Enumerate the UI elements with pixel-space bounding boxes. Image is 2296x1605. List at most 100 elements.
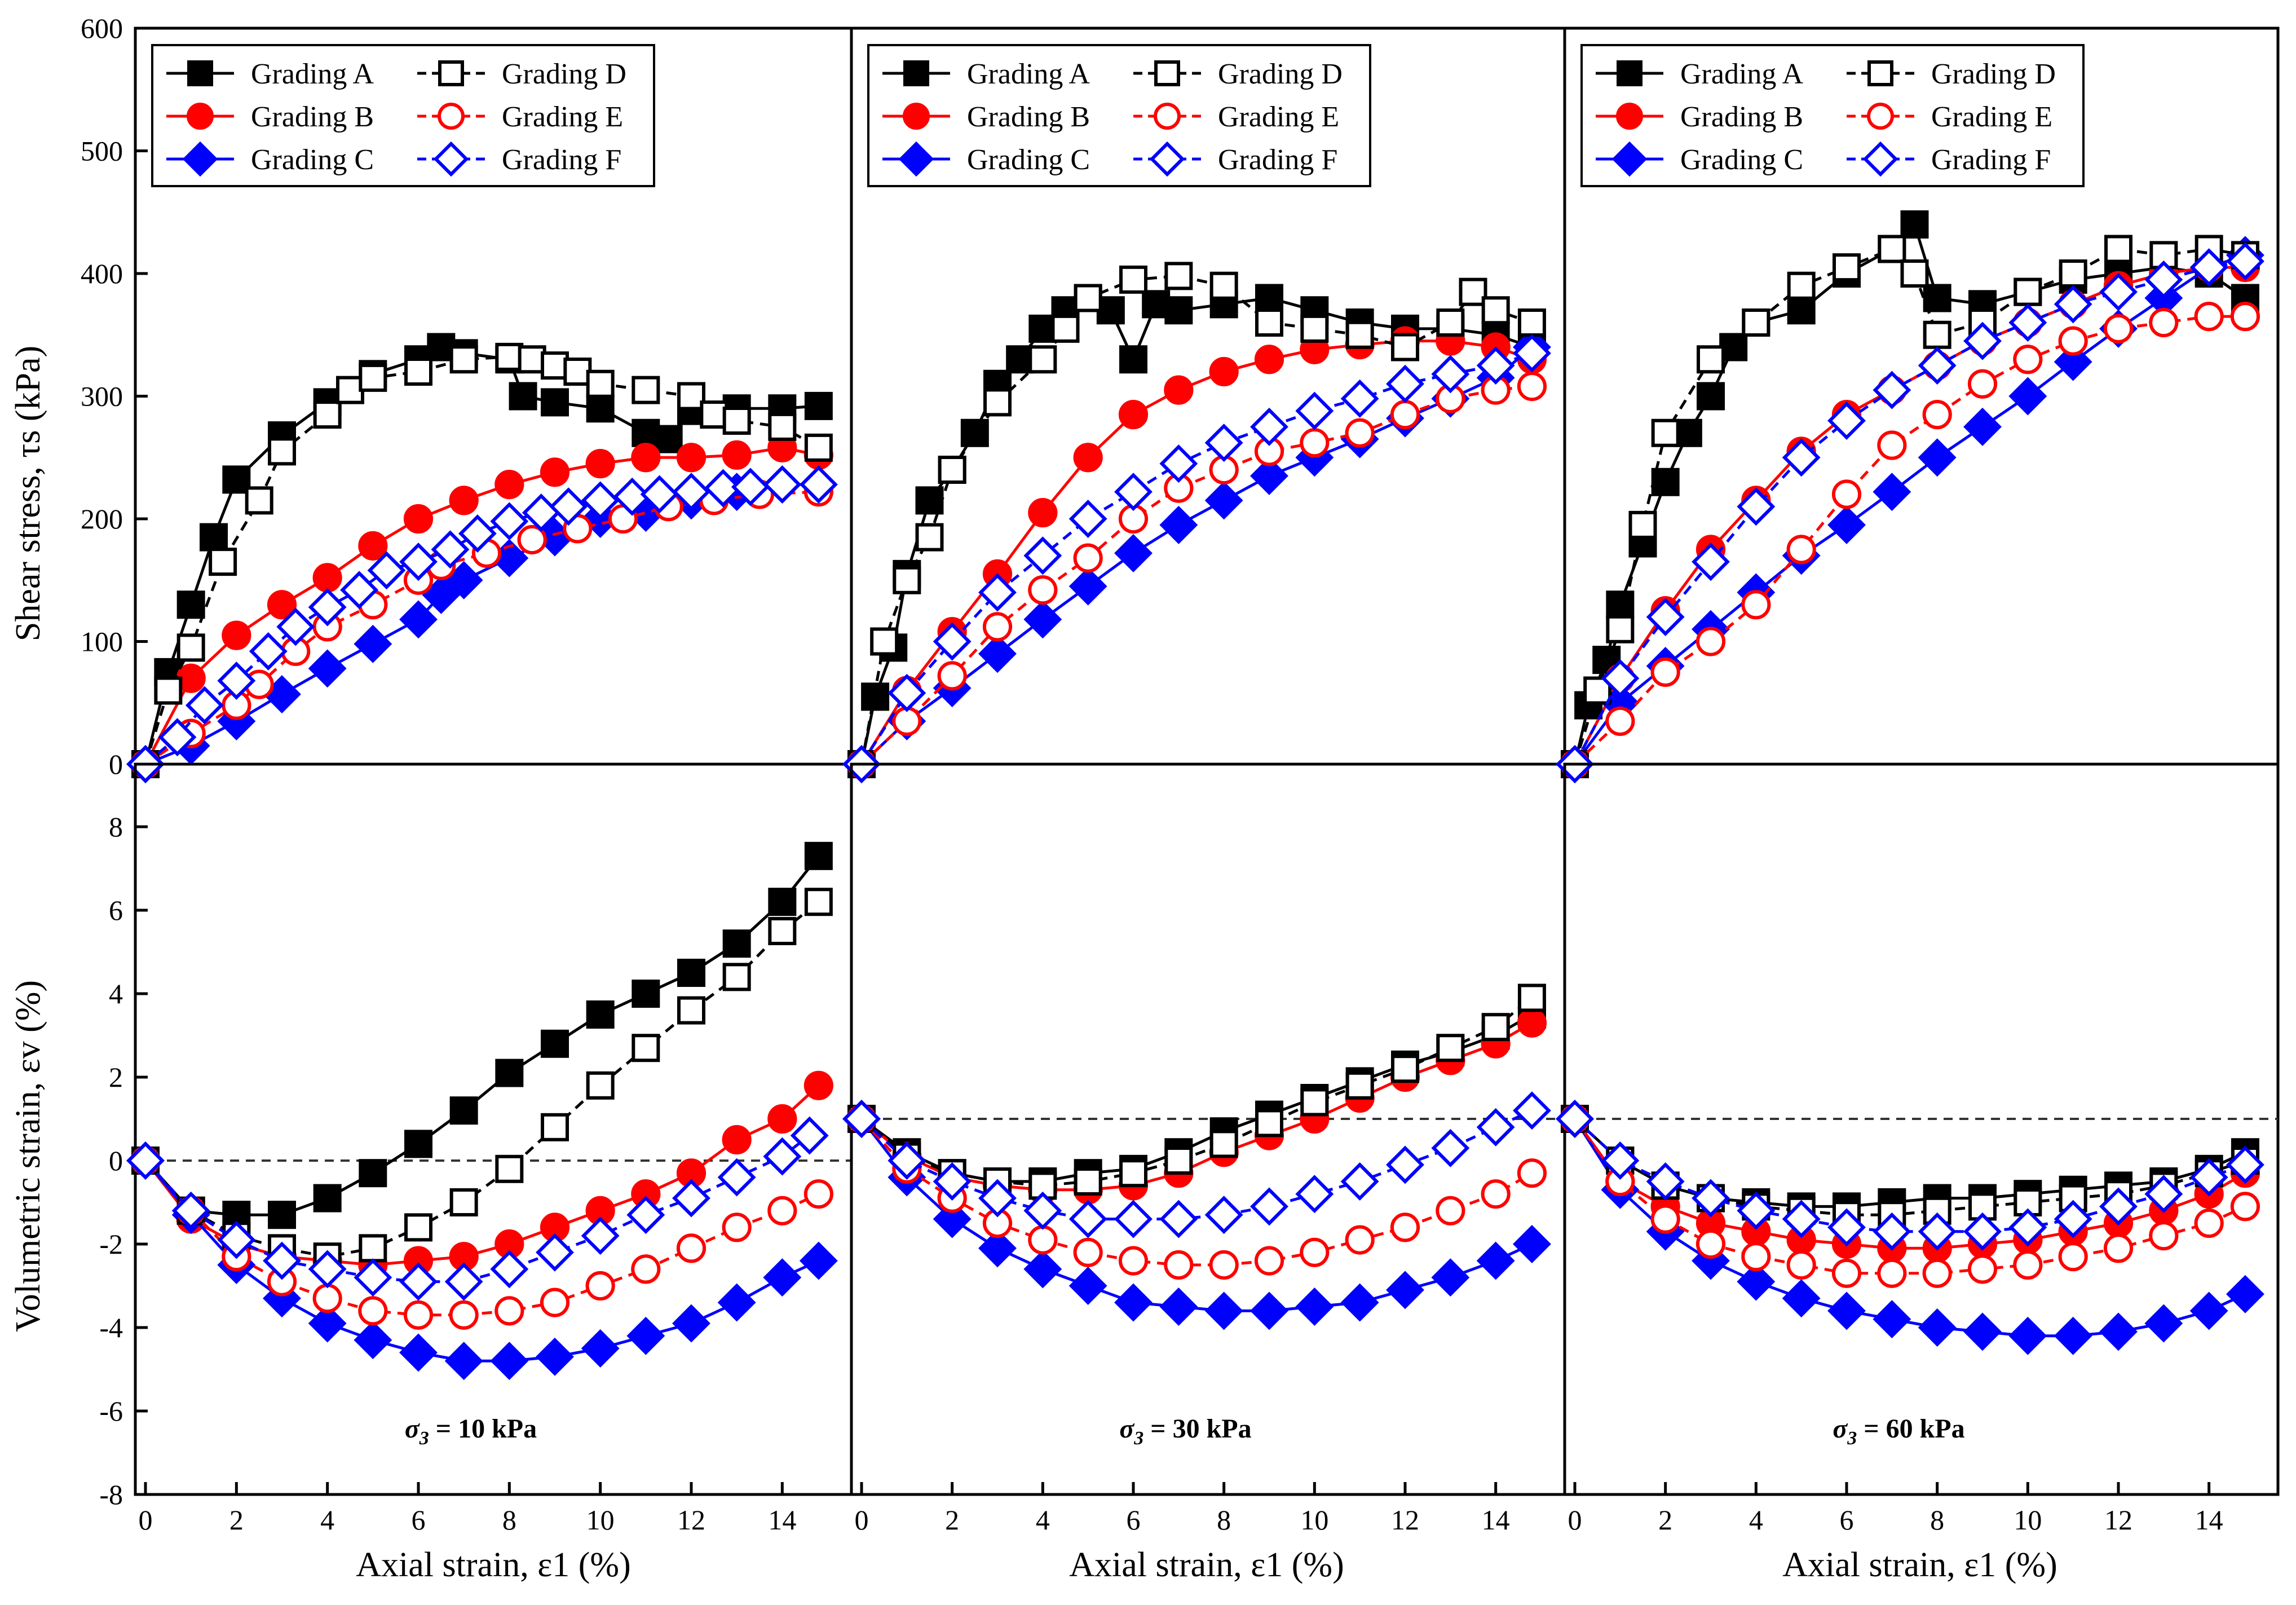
- shear-3-series-F-point-9: [1963, 321, 2002, 360]
- vol-1-series-F-point-8: [490, 1250, 529, 1289]
- shear-3-series-F-point-7: [1873, 371, 1911, 409]
- vol-1-series-B-point-13: [722, 1125, 752, 1155]
- legend-marker-A: [903, 60, 929, 86]
- vol-1-series-A-line: [144, 855, 820, 1216]
- vol-3-series-F-point-4: [1737, 1191, 1776, 1230]
- vol-2-series-F-point-12: [1386, 1145, 1424, 1184]
- shear-2-series-D-point-13: [1300, 314, 1329, 343]
- vol-1-series-A-point-13: [722, 929, 751, 958]
- shear-1-series-D-point-4: [245, 486, 273, 515]
- vol-1-series-F-point-11: [626, 1196, 665, 1234]
- vol-3-series-E-point-2: [1650, 1204, 1680, 1234]
- shear-1-series-D-point-5: [268, 437, 296, 466]
- vol-1-series-F-point-14: [763, 1137, 802, 1176]
- legend-label-F: Grading F: [502, 144, 621, 176]
- annot-sub: 3: [1133, 1428, 1143, 1449]
- x-tick-label: 10: [2014, 1504, 2042, 1536]
- shear-1-series-D-point-14: [563, 358, 592, 386]
- vol-panel-3: σ3 = 60 kPa 0 2 4 6 8 10 12 14: [1556, 762, 2280, 1536]
- legend-marker-D: [438, 60, 464, 86]
- vol-2-series-D-point-11: [1345, 1071, 1374, 1100]
- shear-1-series-B-point-10: [585, 449, 615, 479]
- shear-3-series-D-point-9: [1878, 235, 1906, 263]
- shear-2-series-F-point-7: [1159, 444, 1198, 483]
- shear-1-series-C-point-7: [422, 575, 461, 614]
- shear-1-series-C-point-8: [444, 561, 483, 599]
- shear-2-series-F-point-6: [1114, 473, 1153, 512]
- shear-1-series-A-point-20: [804, 391, 833, 420]
- shear-2-series-A-point-13: [1119, 345, 1147, 374]
- vol-1-series-F-point-10: [581, 1216, 620, 1255]
- vol-1-series-F-point-2: [217, 1220, 256, 1259]
- vol-3-series-E-point-13: [2149, 1221, 2179, 1251]
- shear-1-series-D-point-15: [586, 369, 615, 398]
- shear-2-series-C-point-5: [1068, 567, 1107, 606]
- legend-label-B: Grading B: [1680, 101, 1803, 133]
- vol-1-series-F-point-6: [399, 1262, 438, 1301]
- vol-3-series-E-point-12: [2103, 1233, 2134, 1263]
- vol-1-series-E-point-6: [403, 1300, 434, 1330]
- vol-3-series-C-point-6: [1827, 1291, 1866, 1330]
- shear-1-series-D-point-19: [722, 407, 751, 435]
- shear-2-series-D-point-3: [915, 523, 944, 552]
- shear-3-series-E-point-2: [1650, 657, 1680, 687]
- vol-1-series-F-point-9: [536, 1233, 574, 1272]
- shear-2-series-C-line: [860, 346, 1533, 765]
- vol-3-series-E-point-9: [1967, 1254, 1998, 1284]
- legend-label-E: Grading E: [502, 101, 623, 133]
- shear-1-series-D-point-21: [804, 433, 833, 462]
- vol-1-series-A-point-14: [768, 888, 797, 916]
- vol-1-series-D-point-7: [449, 1188, 478, 1216]
- shear-1-series-A-point-3: [200, 523, 228, 552]
- shear-3-series-E-point-6: [1831, 479, 1862, 509]
- shear-1-series-D-point-9: [404, 358, 432, 386]
- x-axis-title-col1: Axial strain, ε1 (%): [356, 1546, 630, 1584]
- shear-1-series-F-point-9: [399, 543, 438, 581]
- shear-3-series-E-point-9: [1967, 369, 1998, 399]
- annot-value: = 30 kPa: [1143, 1414, 1251, 1444]
- annot-value: = 10 kPa: [429, 1414, 537, 1444]
- shear-3-series-F-line: [1573, 259, 2246, 765]
- legend-label-B: Grading B: [967, 101, 1090, 133]
- shear-2-series-D-point-7: [1051, 314, 1080, 343]
- shear-2-series-B-point-9: [1254, 345, 1284, 374]
- legend-marker-F: [433, 141, 469, 177]
- shear-3-series-E-point-7: [1877, 430, 1907, 460]
- vol-1-series-D-point-9: [541, 1113, 569, 1141]
- shear-3-series-A-line: [1573, 222, 2246, 765]
- legend-marker-B: [903, 103, 930, 130]
- shear-2-series-D-point-8: [1074, 284, 1102, 312]
- shear-1-series-F-point-18: [672, 473, 710, 512]
- vol-3-series-F-point-14: [2189, 1158, 2228, 1197]
- annot-sigma: σ: [1833, 1414, 1848, 1444]
- shear-1-series-F-point-16: [613, 477, 652, 516]
- vol-3-series-C-point-14: [2189, 1291, 2228, 1330]
- vol-1-series-D-point-12: [677, 996, 705, 1025]
- vol-3-series-F-point-13: [2144, 1175, 2183, 1214]
- x-tick-label: 6: [1127, 1504, 1141, 1536]
- vol-1-series-F-line: [144, 1134, 811, 1284]
- vol-1-series-E-point-4: [312, 1284, 342, 1313]
- vol-2-series-C-point-6: [1114, 1283, 1153, 1322]
- shear-3-series-E-point-15: [2230, 302, 2260, 332]
- vol-3-series-E-point-5: [1786, 1250, 1816, 1280]
- vol-1-series-C-point-4: [308, 1304, 347, 1343]
- vol-1-series-B-point-15: [803, 1070, 833, 1100]
- vol-3-series-E-point-15: [2230, 1192, 2260, 1222]
- shear-2-series-D-point-18: [1481, 296, 1510, 325]
- vol-3-series-F-point-9: [1963, 1212, 2002, 1251]
- vol-2-series-F-point-6: [1114, 1200, 1153, 1238]
- vol-2-series-F-point-8: [1204, 1196, 1243, 1234]
- vol-1-series-F-point-3: [263, 1241, 301, 1280]
- vol-2-series-C-point-12: [1386, 1271, 1424, 1309]
- shear-1-series-C-point-5: [354, 624, 392, 663]
- x-tick-label: 0: [855, 1504, 869, 1536]
- shear-1-series-B-point-7: [449, 486, 479, 515]
- vol-2-series-F-point-1: [888, 1141, 926, 1180]
- shear-2-series-A-point-15: [1164, 296, 1193, 325]
- shear-1-series-D-point-1: [154, 676, 183, 705]
- shear-3-series-E-point-14: [2194, 302, 2224, 332]
- vol-1-series-C-point-10: [581, 1329, 620, 1368]
- vol-2-series-D-point-5: [1074, 1167, 1102, 1196]
